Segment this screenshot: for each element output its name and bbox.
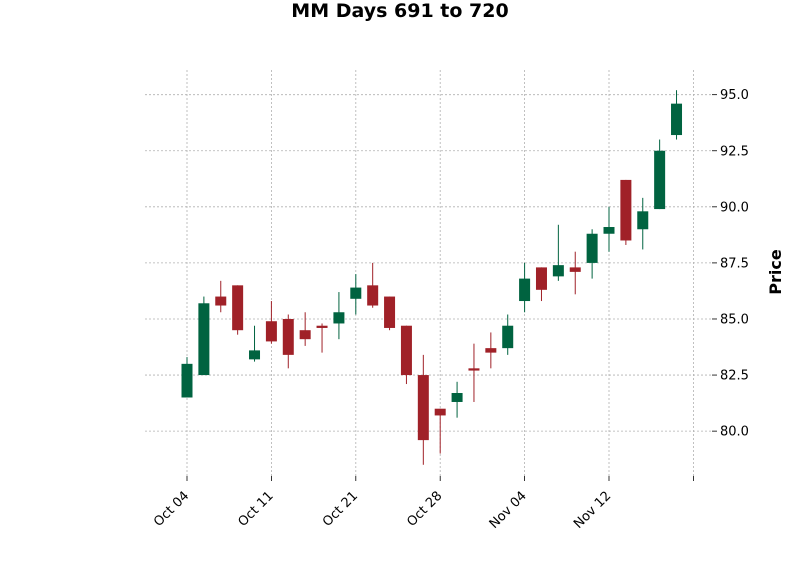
candle: [417, 354, 429, 465]
x-tick-label: Nov 04: [487, 489, 530, 532]
y-tick-label: 85.0: [720, 312, 749, 327]
candle-body-down: [316, 325, 328, 328]
candle: [485, 332, 497, 369]
grid-lines: [145, 70, 712, 476]
candle-body-down: [367, 285, 379, 306]
candle-body-up: [603, 227, 615, 234]
candle: [620, 179, 632, 245]
candle: [535, 267, 547, 302]
candle-body-up: [671, 103, 683, 136]
candle: [265, 301, 277, 344]
y-axis: 80.0 82.5 85.0 87.5 90.0 92.5 95.0: [712, 88, 749, 440]
candle: [468, 343, 480, 402]
candle-body-down: [215, 296, 227, 306]
candle-body-down: [620, 179, 632, 241]
candle: [333, 292, 345, 340]
candle: [603, 206, 615, 252]
candle-body-up: [586, 233, 598, 263]
candle: [671, 90, 683, 140]
candle-body-down: [299, 330, 311, 340]
candle: [502, 314, 514, 355]
candle: [637, 197, 649, 250]
x-axis: Oct 04 Oct 11 Oct 21 Oct 28 Nov 04 Nov 12: [151, 476, 694, 532]
candle-body-down: [569, 267, 581, 272]
candle: [350, 274, 362, 315]
candle: [586, 229, 598, 279]
candle: [232, 285, 244, 335]
x-tick-label: Nov 12: [571, 489, 614, 532]
candle: [569, 251, 581, 295]
candle: [384, 296, 396, 331]
candle-body-down: [282, 318, 294, 355]
candle: [181, 357, 193, 398]
candle-body-down: [400, 325, 412, 376]
candle: [282, 314, 294, 369]
candles: [181, 90, 683, 465]
candle: [249, 325, 261, 362]
candle: [434, 408, 446, 454]
candle-body-up: [451, 393, 463, 402]
candle: [519, 262, 531, 313]
candle-body-down: [485, 348, 497, 353]
candle-body-down: [468, 368, 480, 371]
y-tick-label: 95.0: [720, 88, 749, 103]
candle: [299, 312, 311, 346]
x-tick-label: Oct 04: [151, 489, 192, 530]
candle: [367, 262, 379, 308]
candle-body-up: [249, 350, 261, 360]
candle-body-down: [434, 408, 446, 416]
candle: [552, 224, 564, 281]
y-tick-label: 80.0: [720, 425, 749, 440]
x-tick-label: Oct 28: [404, 489, 445, 530]
y-axis-label: Price: [766, 249, 785, 295]
y-tick-label: 92.5: [720, 144, 749, 159]
candle-body-down: [535, 267, 547, 290]
candle-body-up: [350, 287, 362, 299]
candle-body-up: [198, 303, 210, 376]
candle: [654, 139, 666, 210]
candle-body-up: [654, 150, 666, 210]
candle-body-up: [519, 278, 531, 302]
candle: [215, 280, 227, 313]
y-tick-label: 87.5: [720, 256, 749, 271]
candle-body-up: [333, 312, 345, 324]
x-tick-label: Oct 11: [236, 489, 277, 530]
candle-body-up: [552, 265, 564, 277]
chart-title: MM Days 691 to 720: [291, 0, 508, 22]
candle: [400, 325, 412, 385]
candle-body-down: [384, 296, 396, 328]
candle-body-up: [502, 325, 514, 349]
y-tick-label: 82.5: [720, 369, 749, 384]
candle-body-down: [417, 375, 429, 441]
x-tick-label: Oct 21: [320, 489, 361, 530]
candle-body-down: [232, 285, 244, 331]
candle-body-up: [181, 363, 193, 398]
candle: [316, 323, 328, 353]
candle-body-up: [637, 211, 649, 230]
candle: [451, 381, 463, 418]
y-tick-label: 90.0: [720, 200, 749, 215]
candle-body-down: [265, 321, 277, 342]
candle: [198, 296, 210, 376]
